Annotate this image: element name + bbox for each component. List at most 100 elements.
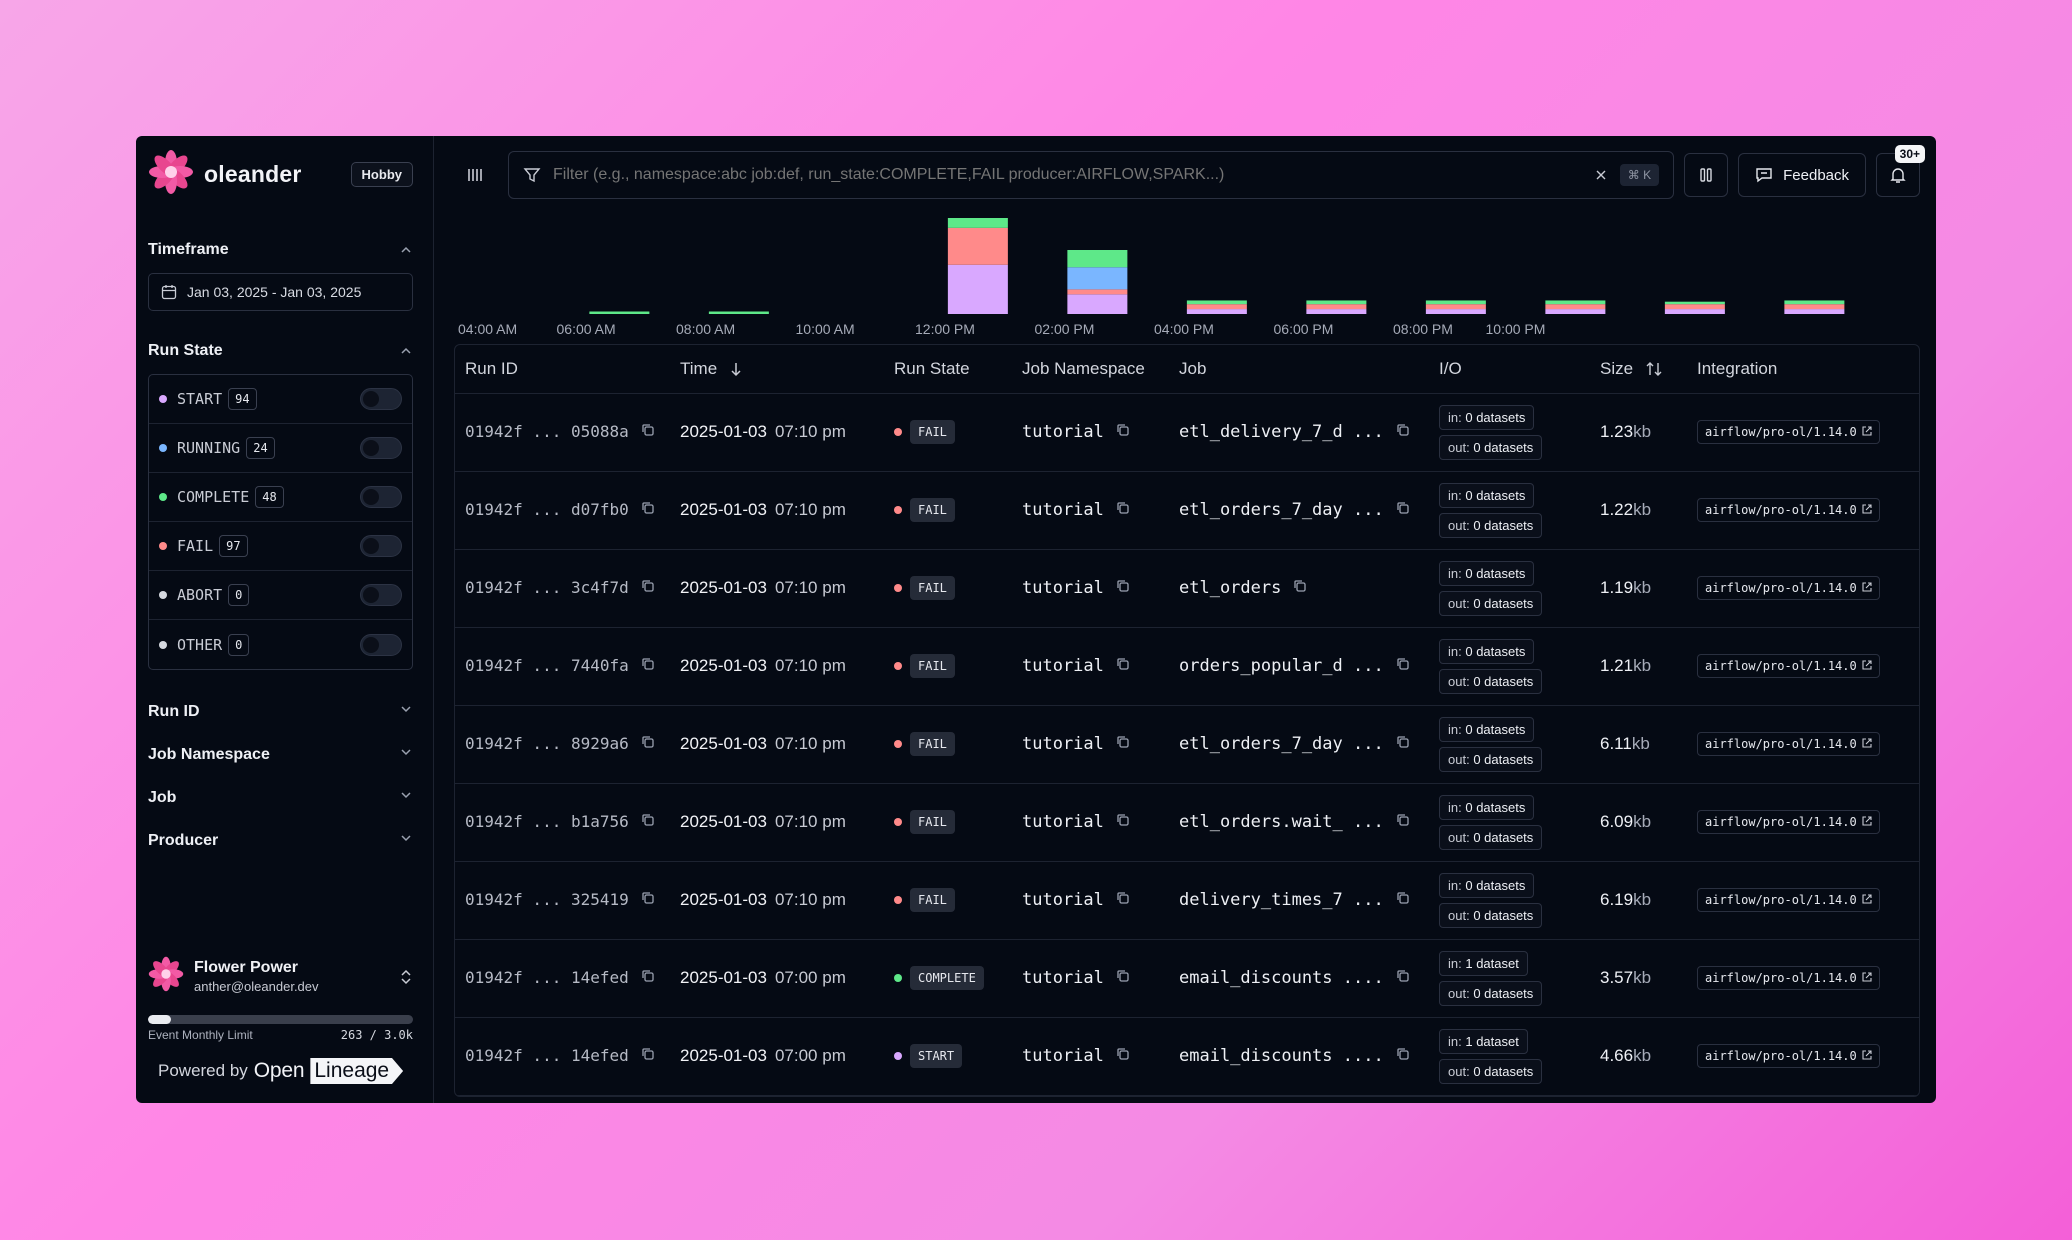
run-state-toggle[interactable] bbox=[360, 388, 402, 410]
run-state-toggle[interactable] bbox=[360, 584, 402, 606]
filter-section-job[interactable]: Job bbox=[148, 776, 413, 819]
copy-icon[interactable] bbox=[1116, 734, 1130, 754]
run-state-toggle[interactable] bbox=[360, 633, 402, 656]
copy-icon[interactable] bbox=[1116, 1046, 1130, 1066]
integration-link[interactable]: airflow/pro-ol/1.14.0 bbox=[1697, 576, 1880, 600]
columns-toggle-button[interactable] bbox=[454, 153, 498, 197]
table-row[interactable]: 01942f ... 05088a 2025-01-03 07:10 pm FAIL t… bbox=[455, 393, 1919, 472]
bar-segment-start[interactable] bbox=[1784, 309, 1845, 314]
clear-icon[interactable] bbox=[1594, 168, 1608, 182]
inputs-chip[interactable]: in: 0 datasets bbox=[1439, 872, 1580, 898]
outputs-chip[interactable]: out: 0 datasets bbox=[1439, 1058, 1580, 1084]
table-row[interactable]: 01942f ... 325419 2025-01-03 07:10 pm FAIL t… bbox=[455, 861, 1919, 940]
integration-link[interactable]: airflow/pro-ol/1.14.0 bbox=[1697, 732, 1880, 756]
bar-segment-complete[interactable] bbox=[708, 311, 769, 315]
plan-badge[interactable]: Hobby bbox=[350, 161, 413, 187]
copy-icon[interactable] bbox=[641, 656, 655, 676]
bar-segment-fail[interactable] bbox=[1664, 304, 1725, 310]
filter-section-job-namespace[interactable]: Job Namespace bbox=[148, 733, 413, 776]
bar-segment-complete[interactable] bbox=[589, 311, 650, 315]
inputs-chip[interactable]: in: 1 dataset bbox=[1439, 950, 1580, 976]
table-row[interactable]: 01942f ... 8929a6 2025-01-03 07:10 pm FAIL t… bbox=[455, 705, 1919, 784]
table-row[interactable]: 01942f ... 14efed 2025-01-03 07:00 pm START… bbox=[455, 1017, 1919, 1096]
copy-icon[interactable] bbox=[1116, 500, 1130, 520]
copy-icon[interactable] bbox=[641, 422, 655, 442]
outputs-chip[interactable]: out: 0 datasets bbox=[1439, 590, 1580, 616]
outputs-chip[interactable]: out: 0 datasets bbox=[1439, 902, 1580, 928]
run-state-toggle[interactable] bbox=[360, 535, 402, 557]
sort-both-icon[interactable] bbox=[1633, 359, 1663, 378]
copy-icon[interactable] bbox=[641, 890, 655, 910]
copy-icon[interactable] bbox=[1116, 968, 1130, 988]
bar-segment-complete[interactable] bbox=[1425, 300, 1486, 305]
filter-section-run-id[interactable]: Run ID bbox=[148, 690, 413, 733]
table-row[interactable]: 01942f ... 14efed 2025-01-03 07:00 pm COMPL… bbox=[455, 939, 1919, 1018]
bar-segment-complete[interactable] bbox=[947, 218, 1008, 228]
copy-icon[interactable] bbox=[1396, 1046, 1410, 1066]
column-header[interactable]: I/O bbox=[1429, 345, 1590, 394]
bar-segment-fail[interactable] bbox=[1067, 289, 1128, 295]
inputs-chip[interactable]: in: 0 datasets bbox=[1439, 638, 1580, 664]
column-header[interactable]: Integration bbox=[1687, 345, 1919, 394]
column-header[interactable]: Time bbox=[670, 345, 884, 394]
bar-segment-complete[interactable] bbox=[1545, 300, 1606, 305]
run-state-toggle[interactable] bbox=[360, 486, 402, 508]
integration-link[interactable]: airflow/pro-ol/1.14.0 bbox=[1697, 1044, 1880, 1068]
bar-segment-complete[interactable] bbox=[1186, 300, 1247, 305]
table-row[interactable]: 01942f ... b1a756 2025-01-03 07:10 pm FAIL t… bbox=[455, 783, 1919, 862]
integration-link[interactable]: airflow/pro-ol/1.14.0 bbox=[1697, 654, 1880, 678]
outputs-chip[interactable]: out: 0 datasets bbox=[1439, 512, 1580, 538]
copy-icon[interactable] bbox=[1116, 656, 1130, 676]
filter-section-producer[interactable]: Producer bbox=[148, 819, 413, 862]
integration-link[interactable]: airflow/pro-ol/1.14.0 bbox=[1697, 888, 1880, 912]
copy-icon[interactable] bbox=[641, 734, 655, 754]
bar-segment-start[interactable] bbox=[1425, 309, 1486, 314]
inputs-chip[interactable]: in: 1 dataset bbox=[1439, 1028, 1580, 1054]
table-row[interactable]: 01942f ... 7440fa 2025-01-03 07:10 pm FAIL t… bbox=[455, 627, 1919, 706]
run-state-toggle[interactable] bbox=[360, 437, 402, 459]
bar-segment-start[interactable] bbox=[1306, 309, 1367, 314]
outputs-chip[interactable]: out: 0 datasets bbox=[1439, 824, 1580, 850]
column-header[interactable]: Job bbox=[1169, 345, 1429, 394]
copy-icon[interactable] bbox=[641, 812, 655, 832]
copy-icon[interactable] bbox=[1396, 812, 1410, 832]
bar-segment-start[interactable] bbox=[1067, 294, 1128, 314]
bar-segment-complete[interactable] bbox=[1067, 250, 1128, 268]
feedback-button[interactable]: Feedback bbox=[1738, 153, 1866, 197]
inputs-chip[interactable]: in: 0 datasets bbox=[1439, 482, 1580, 508]
copy-icon[interactable] bbox=[1396, 656, 1410, 676]
inputs-chip[interactable]: in: 0 datasets bbox=[1439, 716, 1580, 742]
table-row[interactable]: 01942f ... d07fb0 2025-01-03 07:10 pm FAIL t… bbox=[455, 471, 1919, 550]
copy-icon[interactable] bbox=[641, 1046, 655, 1066]
user-switcher[interactable]: Flower Power anther@oleander.dev bbox=[148, 956, 413, 997]
copy-icon[interactable] bbox=[641, 500, 655, 520]
outputs-chip[interactable]: out: 0 datasets bbox=[1439, 434, 1580, 460]
copy-icon[interactable] bbox=[1396, 500, 1410, 520]
copy-icon[interactable] bbox=[1116, 422, 1130, 442]
bar-segment-complete[interactable] bbox=[1664, 301, 1725, 305]
copy-icon[interactable] bbox=[641, 968, 655, 988]
copy-icon[interactable] bbox=[1396, 734, 1410, 754]
integration-link[interactable]: airflow/pro-ol/1.14.0 bbox=[1697, 498, 1880, 522]
bar-segment-running[interactable] bbox=[1067, 267, 1128, 290]
bar-segment-complete[interactable] bbox=[1306, 300, 1367, 305]
outputs-chip[interactable]: out: 0 datasets bbox=[1439, 980, 1580, 1006]
run-state-header[interactable]: Run State bbox=[148, 329, 413, 372]
column-header[interactable]: Size bbox=[1590, 345, 1687, 394]
column-header[interactable]: Run State bbox=[884, 345, 1012, 394]
bar-segment-fail[interactable] bbox=[1425, 304, 1486, 310]
copy-icon[interactable] bbox=[1116, 812, 1130, 832]
bar-segment-fail[interactable] bbox=[1545, 304, 1606, 310]
copy-icon[interactable] bbox=[1116, 890, 1130, 910]
outputs-chip[interactable]: out: 0 datasets bbox=[1439, 668, 1580, 694]
pause-button[interactable] bbox=[1684, 153, 1729, 197]
bar-segment-start[interactable] bbox=[1664, 309, 1725, 314]
column-header[interactable]: Job Namespace bbox=[1012, 345, 1169, 394]
bar-segment-start[interactable] bbox=[947, 264, 1008, 314]
bar-segment-start[interactable] bbox=[1545, 309, 1606, 314]
sort-desc-icon[interactable] bbox=[717, 359, 743, 378]
copy-icon[interactable] bbox=[641, 578, 655, 598]
bar-segment-fail[interactable] bbox=[1784, 304, 1845, 310]
inputs-chip[interactable]: in: 0 datasets bbox=[1439, 560, 1580, 586]
copy-icon[interactable] bbox=[1396, 422, 1410, 442]
